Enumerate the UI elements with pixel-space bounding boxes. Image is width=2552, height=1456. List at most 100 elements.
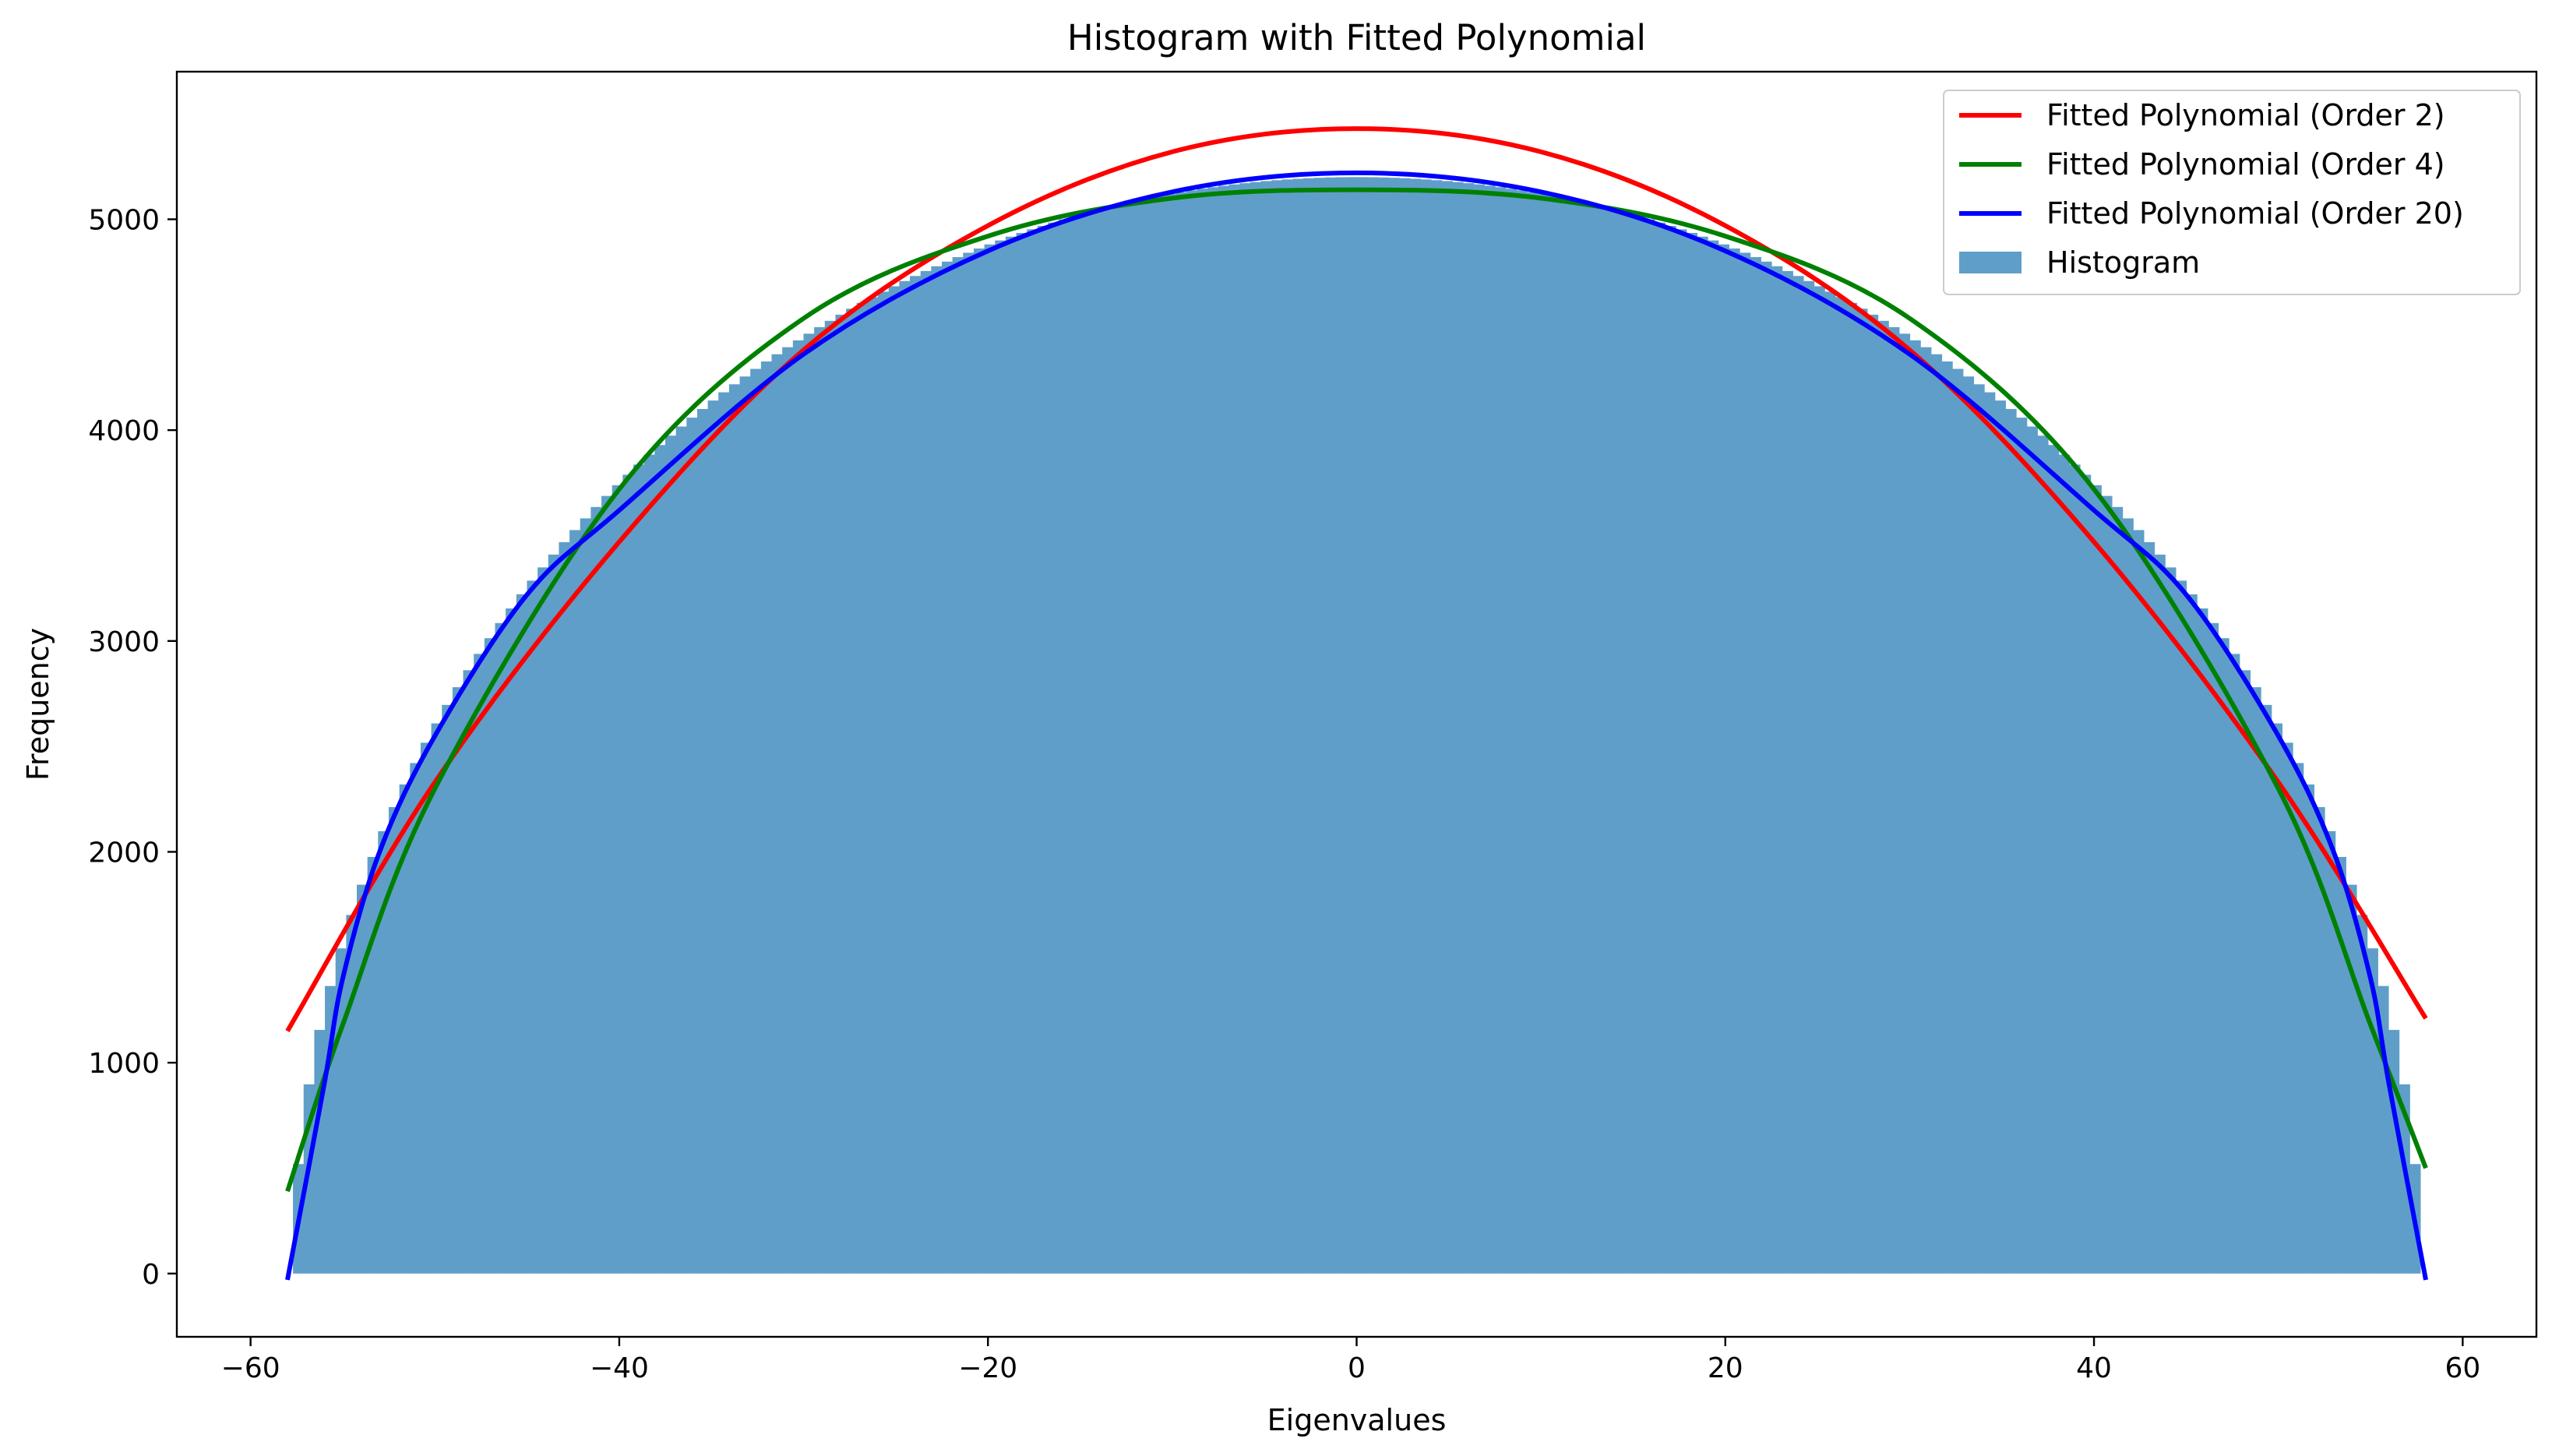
histogram-bar (1335, 177, 1347, 1274)
histogram-bar (431, 723, 442, 1274)
series-line-order-4 (285, 187, 2428, 1193)
x-tick-label: −60 (221, 1352, 280, 1384)
legend-box (1943, 90, 2521, 295)
histogram-bar (559, 541, 570, 1274)
histogram-bar (1197, 189, 1208, 1274)
x-tick-label: −20 (958, 1352, 1017, 1384)
histogram-bar (2239, 670, 2251, 1274)
histogram-bar (1740, 252, 1751, 1274)
histogram-bar (643, 454, 655, 1274)
histogram-bar (2175, 580, 2187, 1274)
histogram-bar (1367, 177, 1379, 1274)
histogram-bar (1792, 276, 1804, 1274)
histogram-bar (2271, 723, 2283, 1274)
histogram-bar (1526, 192, 1539, 1274)
histogram-bar (973, 249, 985, 1274)
histogram-bar (1866, 314, 1879, 1274)
y-axis: 0 1000 2000 3000 4000 5000 (88, 204, 177, 1291)
histogram-bar (1091, 210, 1102, 1274)
histogram-bar (442, 704, 453, 1274)
histogram-bar (463, 670, 474, 1274)
histogram-bar (367, 857, 379, 1274)
histogram-bar (474, 654, 485, 1274)
x-axis: −60 −40 −20 0 20 40 60 (221, 1337, 2480, 1384)
histogram-bar (2101, 495, 2113, 1274)
histogram-bar (995, 240, 1006, 1274)
chart-title: Histogram with Fitted Polynomial (1067, 17, 1646, 58)
histogram-bar (931, 266, 943, 1274)
legend: Fitted Polynomial (Order 2) Fitted Polyno… (1943, 90, 2521, 295)
y-tick-label: 4000 (88, 415, 160, 447)
histogram-bar (2293, 763, 2304, 1274)
histogram-bar (569, 530, 581, 1274)
histogram-bar (1654, 222, 1666, 1274)
histogram-bar (2122, 518, 2134, 1274)
histogram-bar (1686, 232, 1698, 1274)
histogram-bar (1994, 400, 2006, 1274)
histogram-bar (2250, 687, 2261, 1274)
histogram-bar (1962, 376, 1975, 1274)
histogram-bar (452, 687, 464, 1274)
histogram-bar (2111, 506, 2124, 1274)
histogram-bar (1505, 189, 1517, 1274)
histogram-bar (2016, 418, 2028, 1274)
histogram-bar (1271, 180, 1283, 1274)
histogram-bar (2133, 530, 2145, 1274)
histogram-bar (1218, 185, 1230, 1274)
histogram-bar (1463, 183, 1475, 1274)
histogram-bar (1973, 384, 1985, 1274)
histogram-bar (357, 884, 368, 1274)
histogram-bar (2069, 464, 2081, 1274)
histogram-bar (2282, 742, 2293, 1274)
histogram-bar (1845, 302, 1857, 1274)
histogram-bar (814, 326, 826, 1274)
histogram-bar (2218, 638, 2229, 1274)
histogram-bar (2388, 1030, 2400, 1274)
histogram-bar (1388, 178, 1400, 1274)
histogram-bar (984, 244, 996, 1274)
histogram-bar (1186, 190, 1198, 1274)
histogram-bar (2261, 704, 2272, 1274)
histogram-bar (867, 297, 879, 1274)
histogram-bar (495, 622, 506, 1274)
y-tick-label: 1000 (88, 1048, 160, 1080)
histogram-bar (516, 594, 528, 1274)
x-tick-label: 60 (2444, 1352, 2480, 1384)
histogram-bar (1718, 244, 1729, 1274)
histogram-bar (2346, 884, 2357, 1274)
y-tick-label: 5000 (88, 204, 160, 236)
histogram-bar (878, 291, 890, 1274)
histogram-bar (1569, 200, 1581, 1274)
histogram-bar (1824, 291, 1836, 1274)
histogram-bar (1644, 219, 1655, 1274)
histogram-bar (1250, 182, 1262, 1274)
histogram-bar (1069, 216, 1081, 1274)
legend-label: Histogram (2046, 245, 2200, 280)
x-tick-label: 0 (1348, 1352, 1366, 1384)
histogram-bar (1495, 187, 1507, 1274)
histogram-bar (378, 830, 389, 1274)
histogram-bar (846, 308, 858, 1274)
y-tick-label: 2000 (88, 837, 160, 869)
histogram-bar (1665, 225, 1676, 1274)
histogram-bar (686, 418, 698, 1274)
histogram-bar (1558, 198, 1570, 1274)
histogram-bar (1377, 177, 1390, 1274)
histogram-bar (1324, 177, 1336, 1274)
histogram-bar (739, 376, 751, 1274)
histogram-bar (910, 276, 922, 1274)
histogram-bar (1548, 196, 1560, 1274)
histogram-bar (2229, 654, 2240, 1274)
histogram-bar (1260, 181, 1272, 1274)
legend-label: Fitted Polynomial (Order 2) (2046, 98, 2445, 132)
histogram-bar (1590, 205, 1602, 1274)
series-line-order-2 (285, 126, 2428, 1033)
histogram-bar (2325, 830, 2336, 1274)
histogram-bar (1207, 187, 1219, 1274)
histogram-bar (899, 280, 911, 1274)
x-tick-label: 20 (1708, 1352, 1743, 1384)
histogram-bar (888, 286, 900, 1274)
histogram-bar (580, 518, 591, 1274)
histogram-bar (2197, 608, 2208, 1274)
